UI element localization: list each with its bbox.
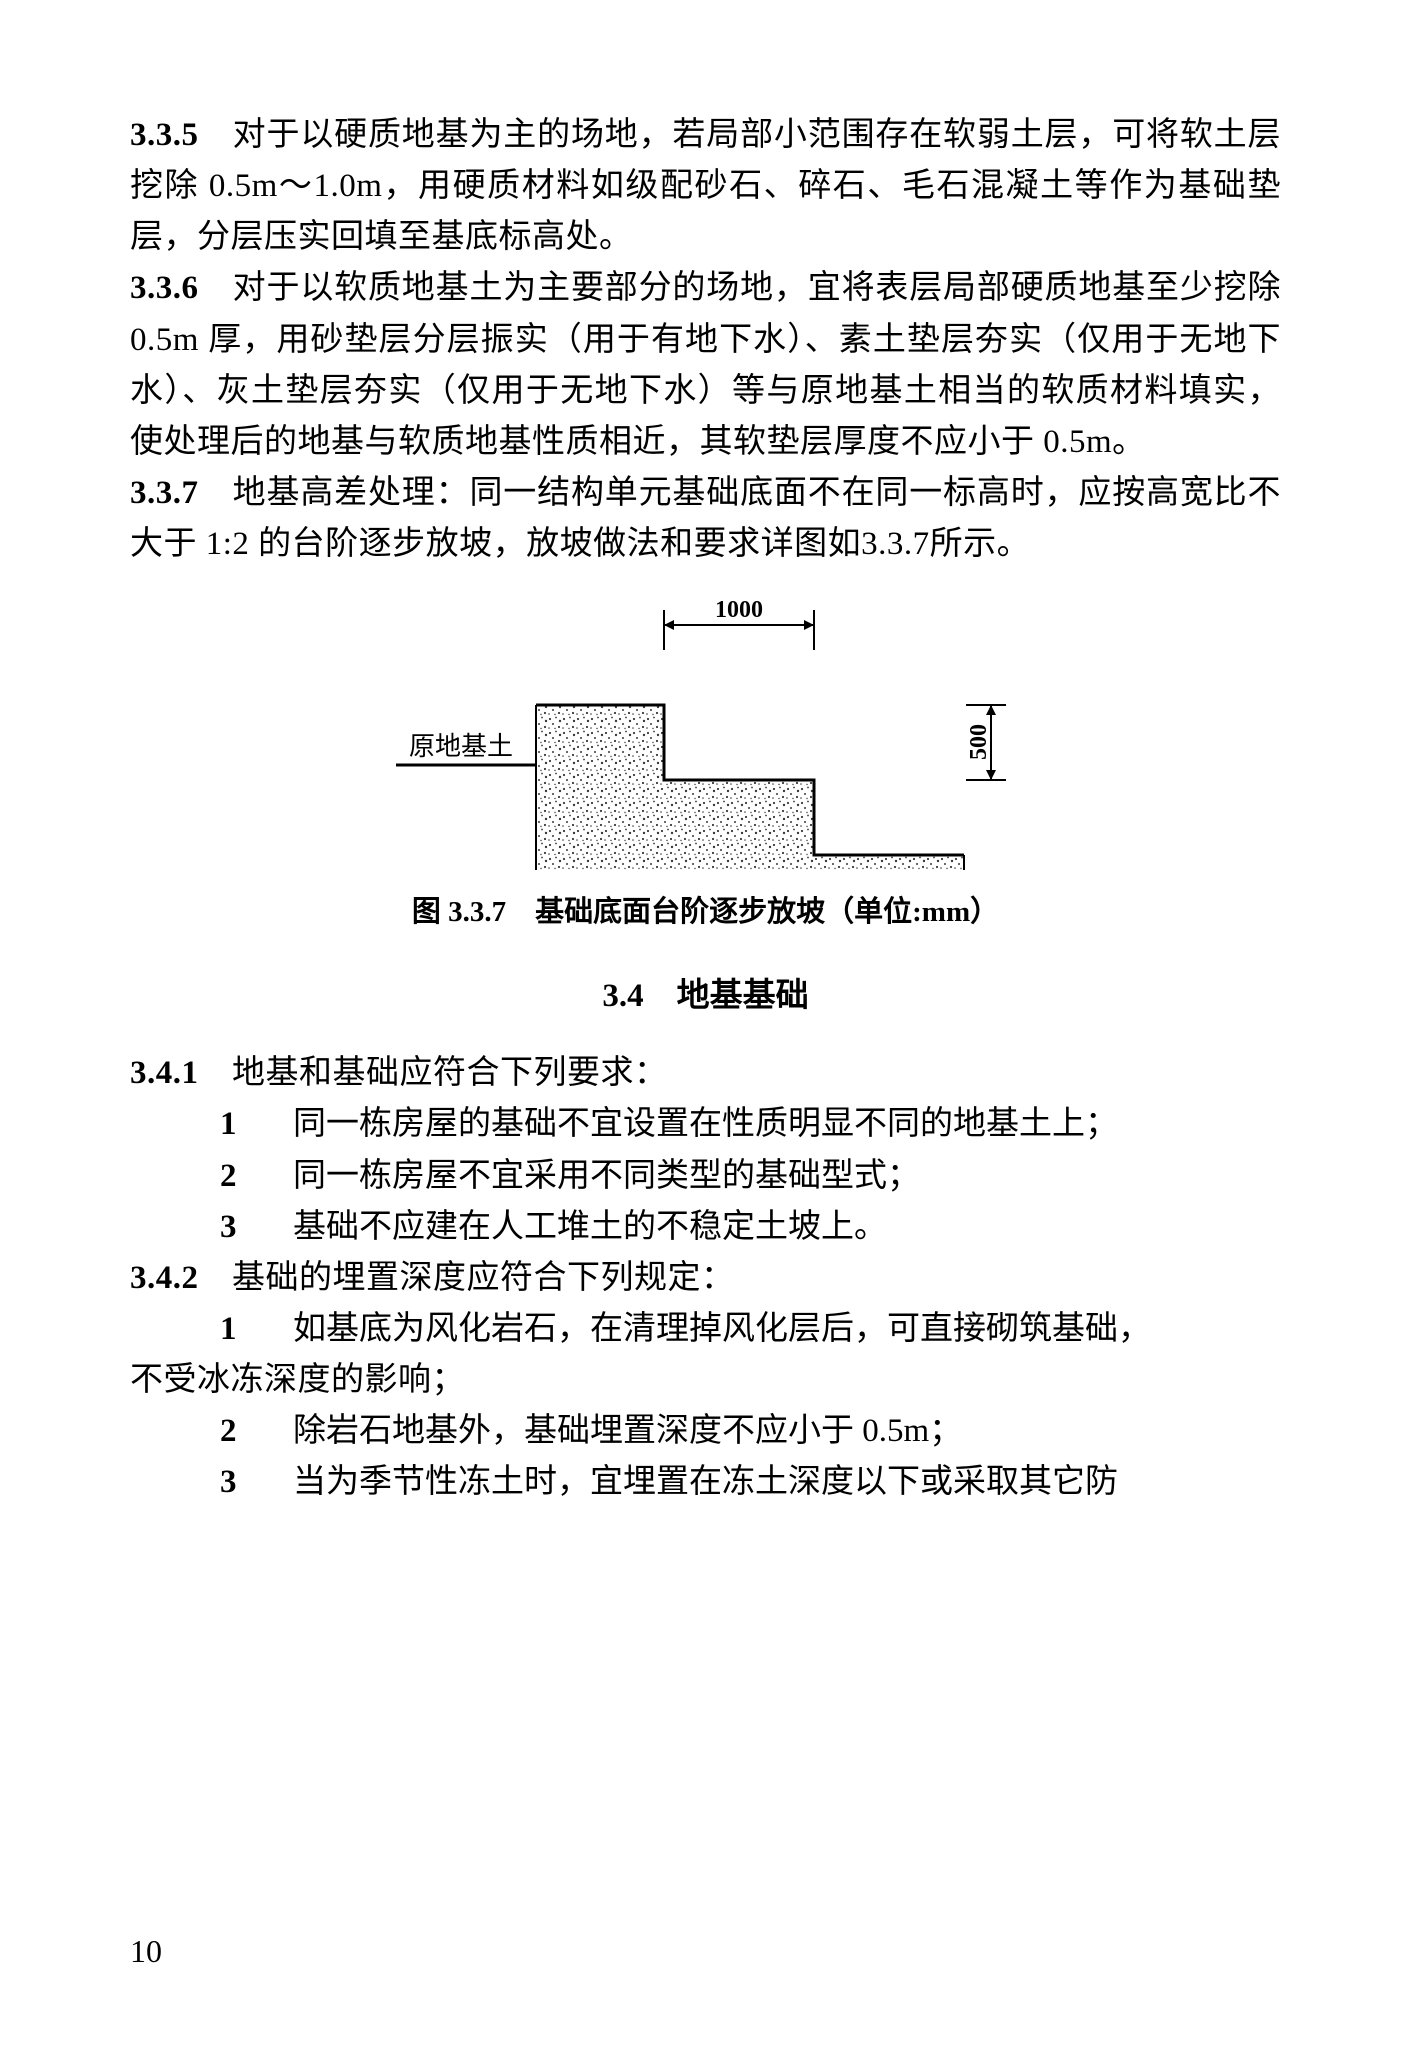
para-num: 3.3.5	[130, 117, 199, 153]
item-text: 同一栋房屋不宜采用不同类型的基础型式；	[293, 1158, 920, 1194]
paragraph-3-3-5: 3.3.5 对于以硬质地基为主的场地，若局部小范围存在软弱土层，可将软土层挖除 …	[130, 110, 1281, 263]
para-text: 地基和基础应符合下列要求：	[232, 1055, 668, 1091]
right-dimension: 500	[966, 724, 992, 760]
para-num: 3.4.2	[130, 1260, 199, 1296]
list-item: 3 基础不应建在人工堆土的不稳定土坡上。	[130, 1202, 1281, 1253]
list-item: 1 同一栋房屋的基础不宜设置在性质明显不同的地基土上；	[130, 1099, 1281, 1150]
section-3-4-heading: 3.4 地基基础	[130, 968, 1281, 1016]
para-text: 对于以软质地基土为主要部分的场地，宜将表层局部硬质地基至少挖除 0.5m 厚，用…	[130, 270, 1281, 459]
list-item: 2 除岩石地基外，基础埋置深度不应小于 0.5m；	[130, 1406, 1281, 1457]
item-text: 基础不应建在人工堆土的不稳定土坡上。	[293, 1209, 887, 1245]
para-num: 3.3.6	[130, 270, 199, 306]
item-text: 当为季节性冻土时，宜埋置在冻土深度以下或采取其它防	[293, 1464, 1118, 1500]
paragraph-3-4-1: 3.4.1 地基和基础应符合下列要求：	[130, 1048, 1281, 1099]
item-text: 同一栋房屋的基础不宜设置在性质明显不同的地基土上；	[293, 1106, 1118, 1142]
item-text: 除岩石地基外，基础埋置深度不应小于 0.5m；	[293, 1413, 962, 1449]
figure-3-3-7: 1000 500 原地基土 图 3.3.7 基础底面台阶逐步放坡（单位:mm）	[130, 590, 1281, 930]
item-num: 3	[220, 1202, 260, 1253]
figure-caption: 图 3.3.7 基础底面台阶逐步放坡（单位:mm）	[130, 888, 1281, 930]
item-num: 1	[220, 1099, 260, 1150]
list-item: 2 同一栋房屋不宜采用不同类型的基础型式；	[130, 1151, 1281, 1202]
document-page: 3.3.5 对于以硬质地基为主的场地，若局部小范围存在软弱土层，可将软土层挖除 …	[0, 0, 1411, 2048]
paragraph-3-4-2: 3.4.2 基础的埋置深度应符合下列规定：	[130, 1253, 1281, 1304]
item-num: 2	[220, 1406, 260, 1457]
item-num: 2	[220, 1151, 260, 1202]
list-item-wrap: 不受冰冻深度的影响；	[130, 1355, 1281, 1406]
para-num: 3.4.1	[130, 1055, 199, 1091]
list-item: 3 当为季节性冻土时，宜埋置在冻土深度以下或采取其它防	[130, 1457, 1281, 1508]
para-text: 对于以硬质地基为主的场地，若局部小范围存在软弱土层，可将软土层挖除 0.5m～1…	[130, 117, 1281, 255]
ground-label: 原地基土	[408, 732, 512, 761]
para-num: 3.3.7	[130, 475, 199, 511]
item-text: 如基底为风化岩石，在清理掉风化层后，可直接砌筑基础，	[293, 1311, 1151, 1347]
item-num: 3	[220, 1457, 260, 1508]
paragraph-3-3-7: 3.3.7 地基高差处理：同一结构单元基础底面不在同一标高时，应按高宽比不大于 …	[130, 468, 1281, 570]
item-num: 1	[220, 1304, 260, 1355]
page-number: 10	[130, 1933, 162, 1970]
list-item: 1 如基底为风化岩石，在清理掉风化层后，可直接砌筑基础，	[130, 1304, 1281, 1355]
top-dimension: 1000	[715, 597, 763, 623]
step-slope-diagram: 1000 500 原地基土	[366, 590, 1046, 870]
para-text: 基础的埋置深度应符合下列规定：	[232, 1260, 735, 1296]
para-text: 地基高差处理：同一结构单元基础底面不在同一标高时，应按高宽比不大于 1:2 的台…	[130, 475, 1281, 562]
paragraph-3-3-6: 3.3.6 对于以软质地基土为主要部分的场地，宜将表层局部硬质地基至少挖除 0.…	[130, 263, 1281, 468]
